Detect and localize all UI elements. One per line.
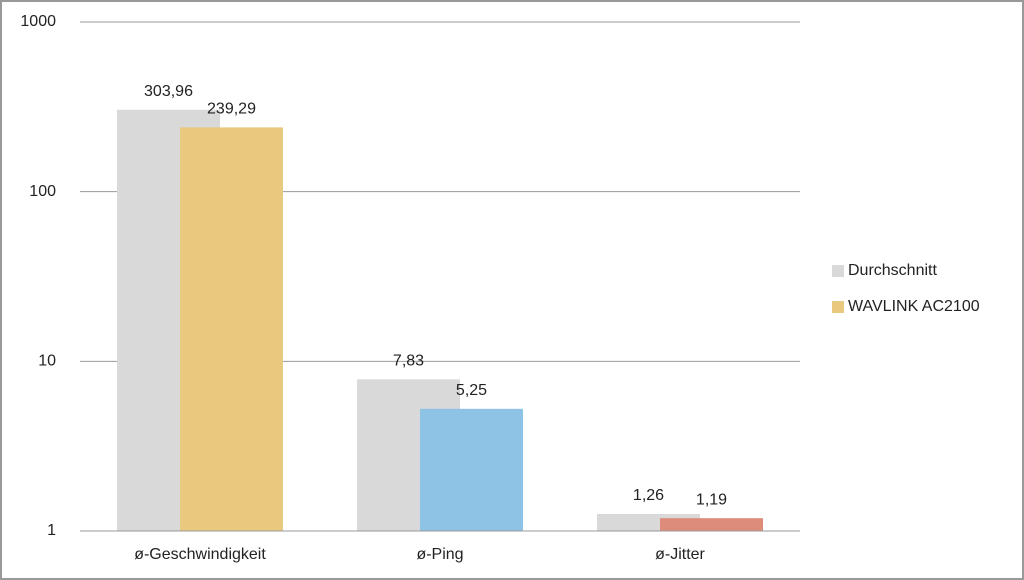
- x-tick-label: ø-Geschwindigkeit: [134, 546, 266, 563]
- x-tick-label: ø-Ping: [416, 546, 463, 563]
- bar: [420, 408, 523, 531]
- value-label: 1,26: [633, 487, 664, 504]
- bar: [180, 127, 283, 532]
- value-label: 7,83: [393, 353, 424, 370]
- x-tick-label: ø-Jitter: [655, 546, 705, 563]
- value-label: 5,25: [456, 382, 487, 399]
- y-tick-label: 1000: [20, 13, 56, 30]
- y-tick-label: 1: [47, 522, 56, 539]
- value-label: 239,29: [207, 101, 256, 118]
- bar: [660, 518, 763, 531]
- legend-label: Durchschnitt: [848, 262, 937, 279]
- value-label: 303,96: [144, 83, 193, 100]
- legend-label: WAVLINK AC2100: [848, 298, 980, 315]
- legend-swatch: [832, 265, 844, 277]
- legend-swatch: [832, 301, 844, 313]
- value-label: 1,19: [696, 491, 727, 508]
- y-tick-label: 10: [38, 353, 56, 370]
- y-tick-label: 100: [29, 183, 56, 200]
